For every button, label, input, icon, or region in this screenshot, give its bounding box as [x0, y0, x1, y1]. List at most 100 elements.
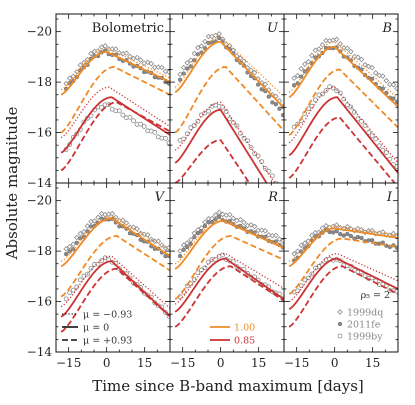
obs-point-1999dq [309, 232, 315, 239]
y-axis-title: Absolute magnitude [3, 107, 21, 261]
obs-point-2011fe [341, 233, 346, 238]
obs-point-2011fe [266, 94, 271, 99]
obs-point-1999dq [63, 246, 69, 252]
legend-obs-title: ρ₅ = 2 [361, 290, 390, 301]
obs-point-1999dq [77, 230, 84, 237]
panel-frame [283, 13, 399, 184]
panel-plot-area [174, 31, 284, 183]
obs-point-1999by [88, 265, 94, 271]
obs-point-1999dq [113, 214, 119, 221]
obs-point-1999dq [291, 251, 297, 257]
obs-point-1999dq [390, 82, 397, 88]
model-line-100-dotted [60, 47, 170, 91]
model-line-100-dotted [174, 217, 284, 265]
obs-point-1999dq [141, 231, 147, 238]
obs-point-1999dq [98, 210, 105, 217]
model-line-085-dashed [60, 101, 170, 172]
model-line-100-solid [60, 50, 170, 96]
model-line-085-dotted [174, 101, 276, 183]
obs-point-1999dq [280, 238, 284, 244]
obs-point-1999by [120, 112, 126, 118]
model-line-085-dashed [60, 267, 170, 333]
model-line-085-dotted [288, 86, 398, 164]
obs-point-1999dq [241, 219, 247, 226]
obs-point-2011fe [280, 113, 284, 118]
model-line-100-dashed [60, 66, 170, 134]
obs-point-1999dq [351, 53, 358, 60]
obs-point-1999dq [309, 52, 315, 59]
obs-point-1999dq [166, 244, 170, 251]
panel-plot-area [60, 43, 170, 172]
obs-point-1999by [223, 109, 229, 114]
obs-point-1999dq [237, 216, 244, 223]
obs-point-1999by [309, 103, 315, 109]
obs-point-1999dq [294, 248, 301, 254]
obs-point-1999dq [188, 237, 194, 243]
obs-point-2011fe [259, 87, 264, 92]
obs-point-1999dq [91, 218, 98, 224]
obs-point-1999dq [180, 64, 187, 71]
obs-point-1999dq [123, 50, 130, 56]
obs-point-1999dq [144, 59, 151, 66]
obs-point-2011fe [394, 99, 398, 104]
panel-v: −20 −18 −16 −14−15 0 15 Vμ = −0.93 μ = 0 μ = +0.… [27, 182, 171, 370]
obs-point-1999dq [348, 48, 354, 55]
obs-point-1999by [67, 290, 73, 296]
obs-point-1999dq [276, 236, 283, 242]
panel-label: V [155, 190, 166, 205]
obs-point-2011fe [195, 231, 201, 236]
obs-point-1999dq [305, 59, 312, 65]
obs-point-2011fe [338, 231, 343, 237]
obs-point-2011fe [345, 231, 350, 237]
legend-rho-label: 1.00 [234, 323, 255, 334]
obs-point-1999by [99, 258, 104, 264]
obs-point-1999by [362, 123, 368, 128]
obs-point-1999dq [258, 227, 265, 234]
obs-point-1999dq [294, 72, 301, 79]
model-line-100-solid [288, 45, 398, 108]
obs-point-1999dq [302, 61, 308, 67]
obs-point-1999dq [134, 226, 140, 232]
obs-point-2011fe [181, 71, 186, 76]
obs-point-1999by [163, 136, 168, 141]
y-tick-label: −16 [27, 126, 52, 140]
obs-point-1999dq [184, 60, 190, 66]
x-tick-label: 0 [217, 356, 225, 370]
obs-point-2011fe [177, 77, 183, 82]
legend-obs-marker [337, 309, 343, 315]
obs-point-1999dq [369, 227, 375, 234]
obs-point-1999dq [333, 36, 340, 43]
panel-label: B [381, 21, 392, 36]
panel-plot-area [288, 222, 398, 328]
y-tick-label: −14 [27, 176, 53, 190]
obs-point-1999by [116, 108, 122, 114]
obs-point-1999dq [316, 46, 322, 52]
obs-point-2011fe [277, 106, 282, 111]
legend-label-dotted: μ = −0.93 [83, 310, 132, 321]
obs-point-2011fe [185, 66, 190, 71]
panel-frame [169, 13, 285, 184]
obs-point-1999by [138, 121, 144, 127]
obs-point-2011fe [192, 58, 197, 63]
obs-point-1999dq [337, 40, 344, 47]
obs-point-2011fe [270, 100, 275, 105]
obs-point-1999dq [195, 45, 201, 51]
model-line-100-dotted [174, 36, 284, 98]
obs-point-2011fe [348, 233, 354, 239]
x-tick-label: 0 [103, 356, 111, 370]
obs-point-1999dq [137, 57, 144, 63]
obs-point-1999dq [130, 224, 137, 230]
panel-bolometric: −20 −18 −16 −14 Bolometric [27, 13, 171, 190]
obs-point-2011fe [206, 40, 211, 46]
model-line-100-solid [174, 40, 284, 109]
obs-point-1999dq [394, 85, 398, 92]
obs-point-1999dq [244, 222, 251, 229]
obs-point-2011fe [359, 235, 364, 241]
panel-frame [283, 182, 399, 353]
panel-label: R [267, 190, 278, 205]
obs-point-2011fe [391, 96, 396, 101]
obs-point-1999dq [84, 223, 91, 229]
obs-point-1999dq [262, 228, 269, 234]
